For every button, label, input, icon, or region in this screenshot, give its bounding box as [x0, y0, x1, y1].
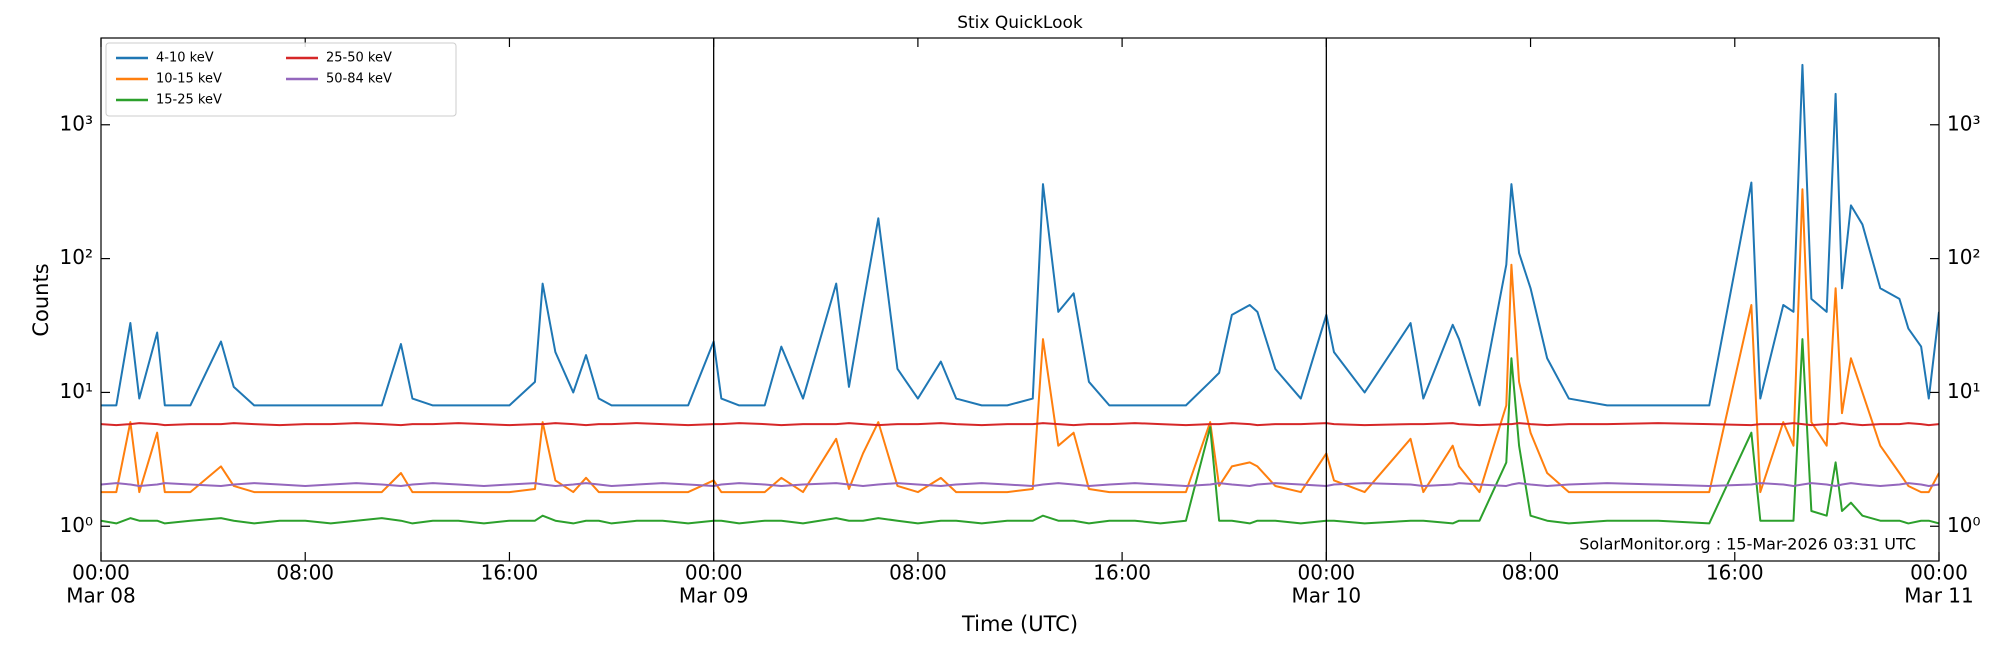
y-tick-label-right: 10⁰ [1947, 513, 1980, 537]
y-tick-label-right: 10³ [1947, 111, 1980, 135]
x-tick-label: 00:00 [1910, 561, 1968, 585]
y-tick-label: 10² [60, 245, 93, 269]
y-tick-label: 10³ [60, 111, 93, 135]
x-axis-label: Time (UTC) [961, 612, 1078, 636]
series-line [101, 63, 1939, 407]
y-tick-label: 10⁰ [60, 513, 93, 537]
y-tick-label: 10¹ [60, 379, 93, 403]
plot-frame [100, 37, 1940, 562]
legend-label: 4-10 keV [156, 51, 214, 66]
legend-label: 25-50 keV [326, 51, 392, 66]
annotation: SolarMonitor.org : 15-Mar-2026 03:31 UTC [1579, 535, 1916, 554]
x-tick-label: 00:00 [685, 561, 743, 585]
series-line [101, 188, 1939, 494]
chart-title: Stix QuickLook [957, 13, 1083, 33]
x-tick-label: 16:00 [481, 561, 539, 585]
series-line [101, 338, 1939, 525]
x-tick-label: 16:00 [1706, 561, 1764, 585]
x-tick-label: 08:00 [276, 561, 334, 585]
legend-label: 15-25 keV [156, 93, 222, 108]
x-date-label: Mar 11 [1904, 584, 1974, 608]
x-tick-label: 16:00 [1093, 561, 1151, 585]
x-tick-label: 08:00 [1502, 561, 1560, 585]
x-date-label: Mar 08 [66, 584, 136, 608]
legend-label: 50-84 keV [326, 72, 392, 87]
x-tick-label: 00:00 [1298, 561, 1356, 585]
y-tick-label-right: 10¹ [1947, 379, 1980, 403]
x-tick-label: 00:00 [72, 561, 130, 585]
x-tick-label: 08:00 [889, 561, 947, 585]
series-line [101, 482, 1939, 487]
y-axis-label: Counts [29, 263, 53, 336]
x-date-label: Mar 09 [679, 584, 749, 608]
y-tick-label-right: 10² [1947, 245, 1980, 269]
series-line [101, 422, 1939, 427]
legend-box [105, 42, 457, 117]
legend-label: 10-15 keV [156, 72, 222, 87]
x-date-label: Mar 10 [1292, 584, 1362, 608]
